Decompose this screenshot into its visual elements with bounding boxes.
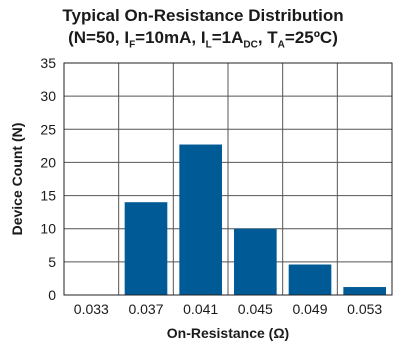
x-axis-label: On-Resistance (Ω): [167, 325, 289, 341]
y-tick-label: 35: [40, 55, 56, 71]
bar-0.045: [234, 228, 277, 295]
chart-subtitle: (N=50, IF=10mA, IL=1ADC, TA=25ºC): [68, 28, 338, 51]
bar-0.053: [343, 287, 386, 295]
chart-title: Typical On-Resistance Distribution: [62, 6, 344, 25]
x-tick-label: 0.037: [128, 301, 163, 317]
y-tick-labels: 0 5 10 15 20 25 30 35: [40, 55, 56, 303]
x-tick-labels: 0.033 0.037 0.041 0.045 0.049 0.053: [74, 301, 383, 317]
y-tick-label: 0: [48, 287, 56, 303]
y-tick-label: 5: [48, 254, 56, 270]
plot-frame: [63, 62, 393, 296]
bar-0.037: [124, 202, 168, 295]
bar-0.049: [288, 264, 332, 295]
y-tick-label: 25: [40, 121, 56, 137]
bars: [124, 144, 386, 295]
x-tick-label: 0.041: [183, 301, 218, 317]
y-axis-label: Device Count (N): [9, 123, 25, 236]
y-tick-label: 20: [40, 154, 56, 170]
y-tick-label: 10: [40, 221, 56, 237]
grid-lines: [64, 62, 392, 296]
y-tick-label: 15: [40, 188, 56, 204]
x-tick-label: 0.049: [292, 301, 327, 317]
y-tick-label: 30: [40, 88, 56, 104]
x-tick-label: 0.045: [238, 301, 273, 317]
bar-0.041: [179, 144, 222, 295]
x-tick-label: 0.033: [74, 301, 109, 317]
x-tick-label: 0.053: [347, 301, 382, 317]
